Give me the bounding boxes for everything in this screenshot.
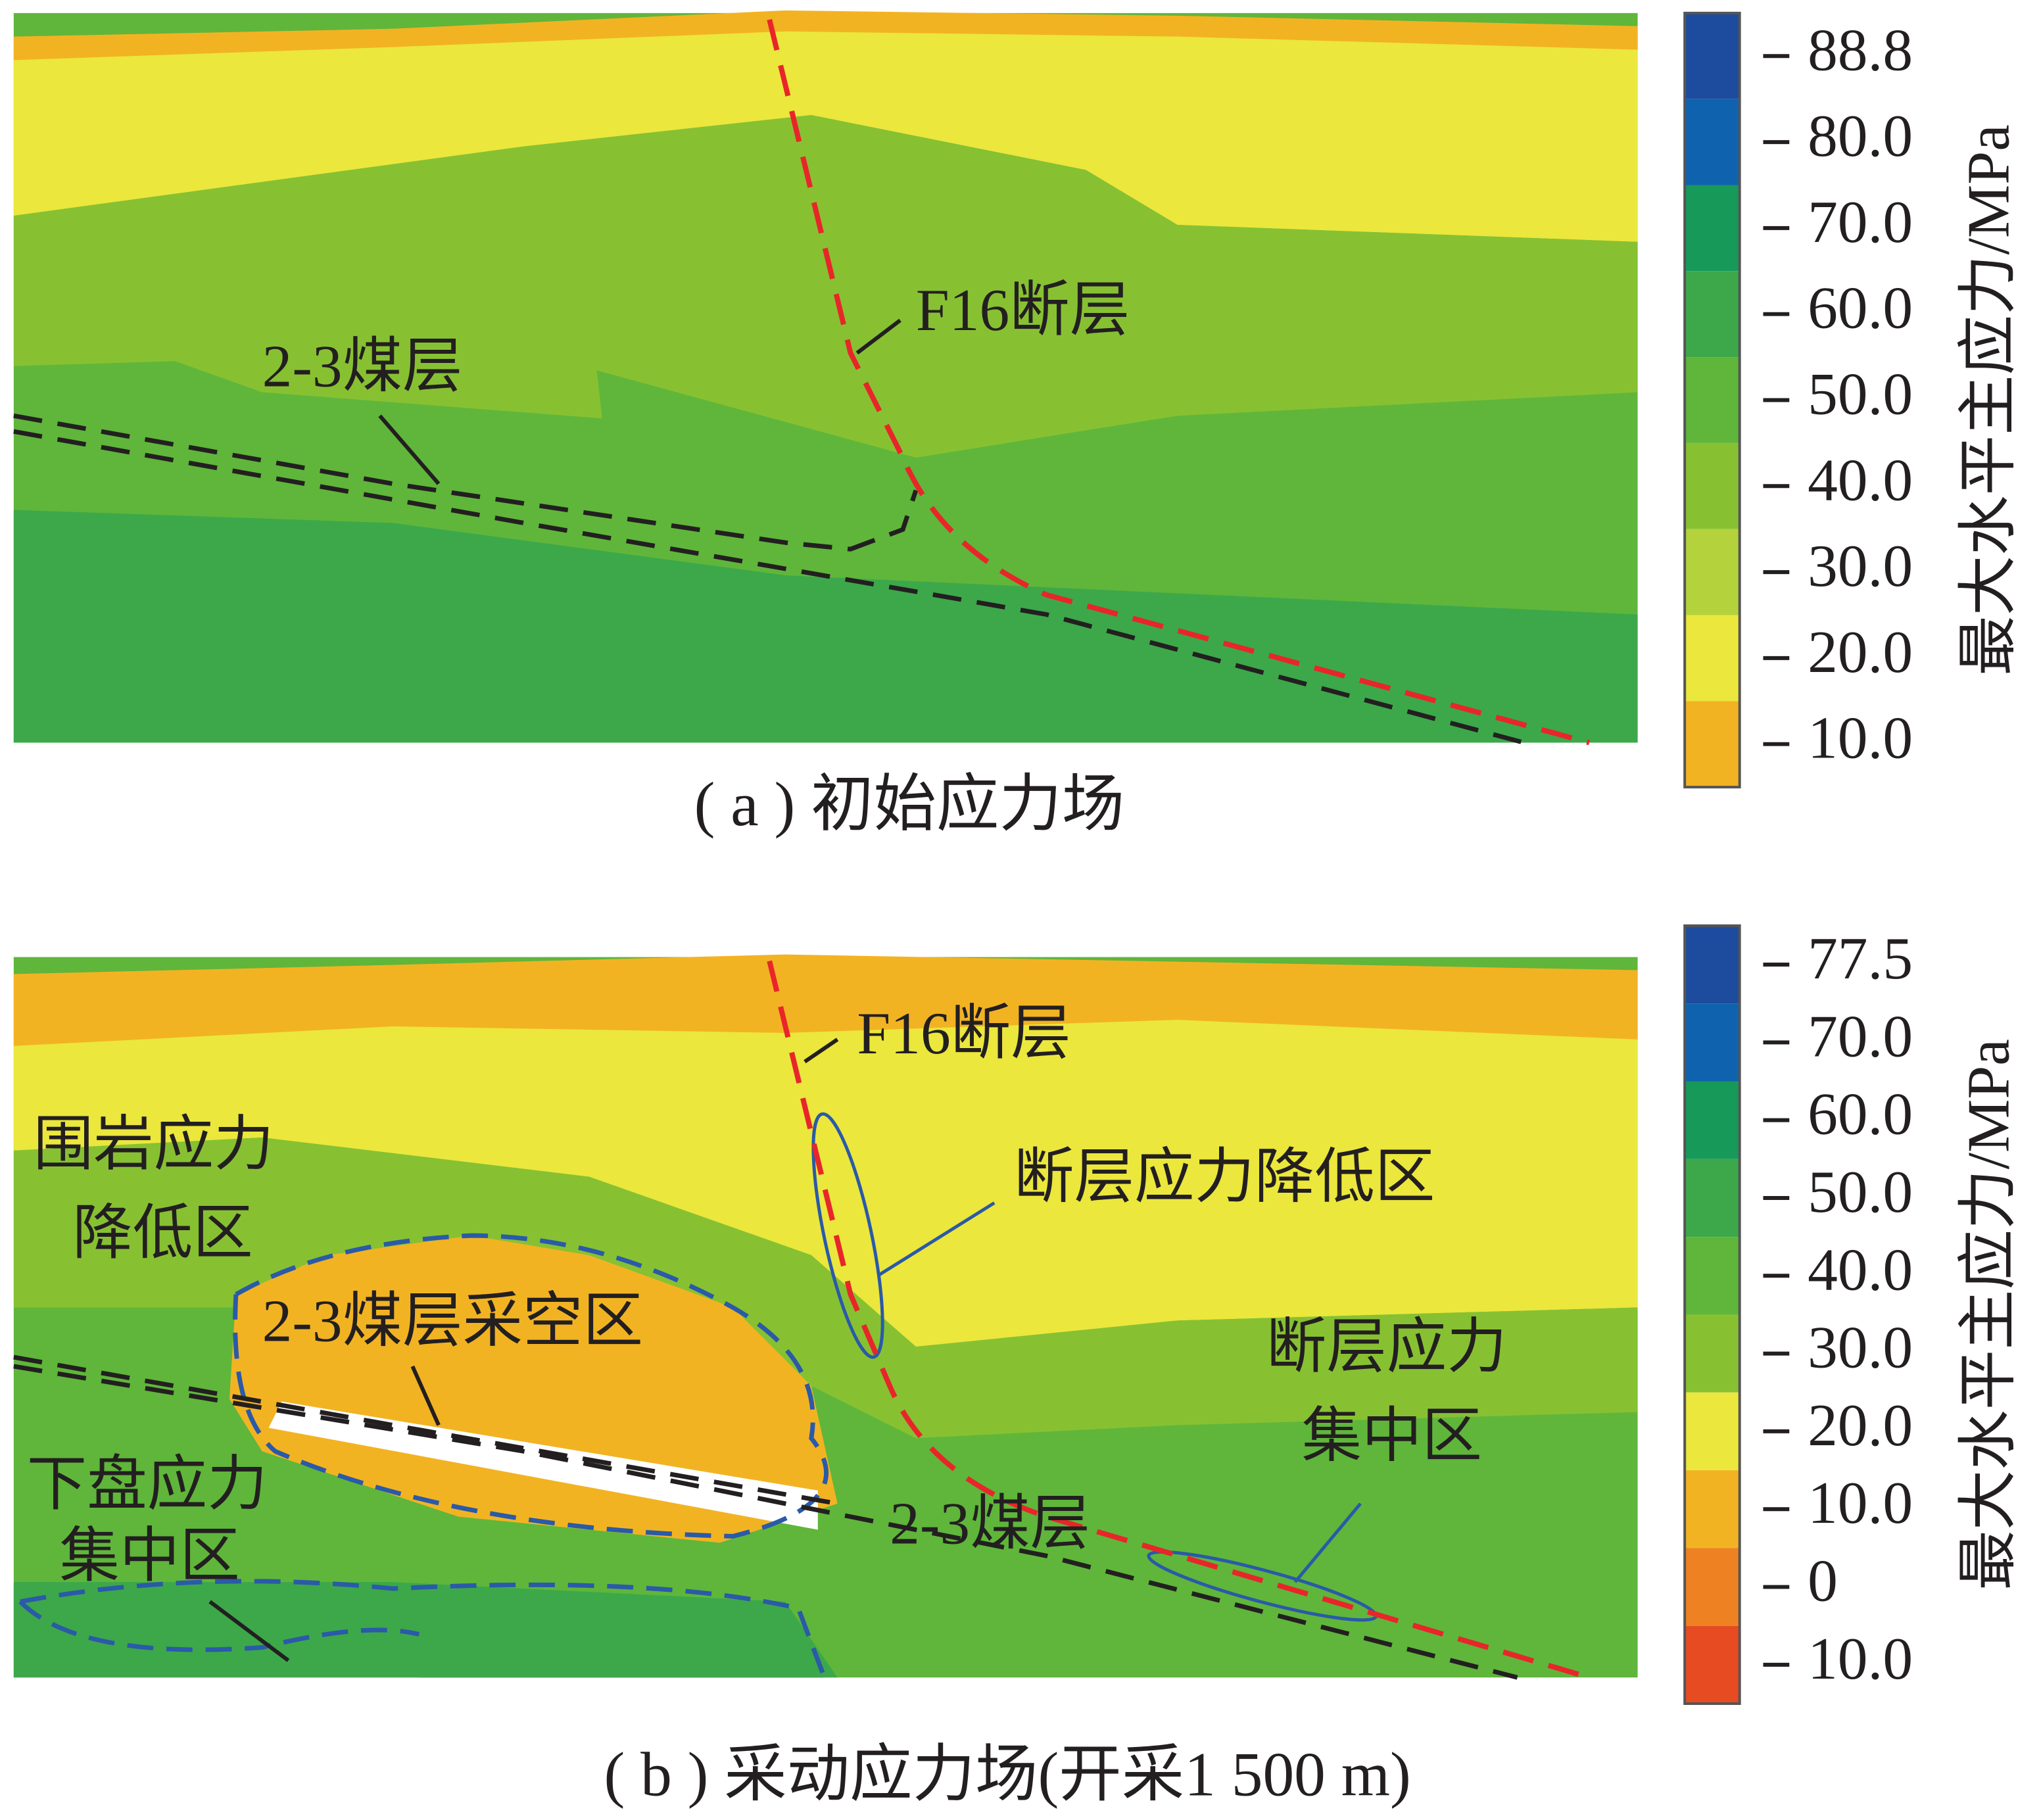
- colorbar-tick-label: 20.0: [1808, 618, 1913, 685]
- colorbar-band: [1685, 271, 1740, 358]
- colorbar-band: [1685, 99, 1740, 185]
- annotation: 集中区: [59, 1522, 239, 1589]
- colorbar-tick-label: 70.0: [1808, 188, 1913, 255]
- map-b: F16断层 围岩应力 降低区 2-3煤层采空区 断层应力降低区 断层应力 集中区…: [13, 954, 1638, 1681]
- colorbar-band: [1685, 443, 1740, 529]
- colorbar-band: [1685, 925, 1740, 1004]
- colorbar-tick-label: 30.0: [1808, 1314, 1913, 1381]
- colorbar-band: [1685, 1159, 1740, 1237]
- colorbar-band: [1685, 1081, 1740, 1159]
- colorbar-band: [1685, 185, 1740, 272]
- colorbar-frame: [1683, 11, 1741, 789]
- colorbar-tick-label: 77.5: [1808, 924, 1913, 992]
- colorbar-band: [1685, 1548, 1740, 1626]
- colorbar-band: [1685, 615, 1740, 702]
- annotation: 集中区: [1302, 1402, 1482, 1469]
- annotation: 围岩应力: [34, 1111, 274, 1178]
- colorbar-band: [1685, 1392, 1740, 1471]
- colorbar-tick-label: 88.8: [1808, 16, 1913, 83]
- colorbar-tick-label: 20.0: [1808, 1391, 1913, 1458]
- colorbar-band: [1685, 1625, 1740, 1704]
- colorbar-band: [1685, 1237, 1740, 1315]
- colorbar-label: 最大水平主应力/MPa: [1954, 1039, 2021, 1591]
- colorbar-band: [1685, 529, 1740, 615]
- colorbar-label: 最大水平主应力/MPa: [1954, 124, 2021, 676]
- colorbar-tick-label: 10.0: [1808, 1625, 1913, 1692]
- colorbar-tick-label: 80.0: [1808, 102, 1913, 169]
- colorbar-tick-label: 50.0: [1808, 1158, 1913, 1225]
- colorbar-band: [1685, 1470, 1740, 1548]
- annotation: 2-3煤层采空区: [262, 1287, 643, 1354]
- colorbar-band: [1685, 701, 1740, 788]
- colorbar-tick-label: 60.0: [1808, 274, 1913, 341]
- annotation: 降低区: [72, 1199, 252, 1266]
- annotation: 断层应力降低区: [1014, 1143, 1435, 1210]
- annotation: 2-3煤层: [890, 1490, 1090, 1557]
- colorbar-band: [1685, 1314, 1740, 1393]
- caption: ( b ) 采动应力场(开采1 500 m): [604, 1739, 1410, 1809]
- colorbar-frame: [1683, 924, 1741, 1706]
- colorbar-tick-label: 40.0: [1808, 1235, 1913, 1303]
- annotation: F16断层: [916, 276, 1130, 343]
- colorbar-tick-label: 10.0: [1808, 1469, 1913, 1536]
- annotation: F16断层: [857, 999, 1070, 1066]
- colorbar-tick-label: 60.0: [1808, 1080, 1913, 1147]
- colorbar-tick-label: 30.0: [1808, 532, 1913, 599]
- colorbar-tick-label: 10.0: [1808, 704, 1913, 771]
- colorbar-tick-label: 50.0: [1808, 360, 1913, 427]
- colorbar-band: [1685, 357, 1740, 443]
- colorbar-tick-label: 40.0: [1808, 446, 1913, 513]
- map-a: 2-3煤层 F16断层: [13, 10, 1638, 746]
- annotation: 断层应力: [1266, 1313, 1507, 1380]
- colorbar-tick-label: 70.0: [1808, 1002, 1913, 1069]
- colorbar-tick-label: 0: [1808, 1547, 1838, 1614]
- annotation: 2-3煤层: [262, 333, 463, 400]
- colorbar-band: [1685, 12, 1740, 99]
- caption: ( a ) 初始应力场: [694, 769, 1125, 839]
- annotation: 下盘应力: [27, 1450, 268, 1518]
- colorbar-band: [1685, 1003, 1740, 1082]
